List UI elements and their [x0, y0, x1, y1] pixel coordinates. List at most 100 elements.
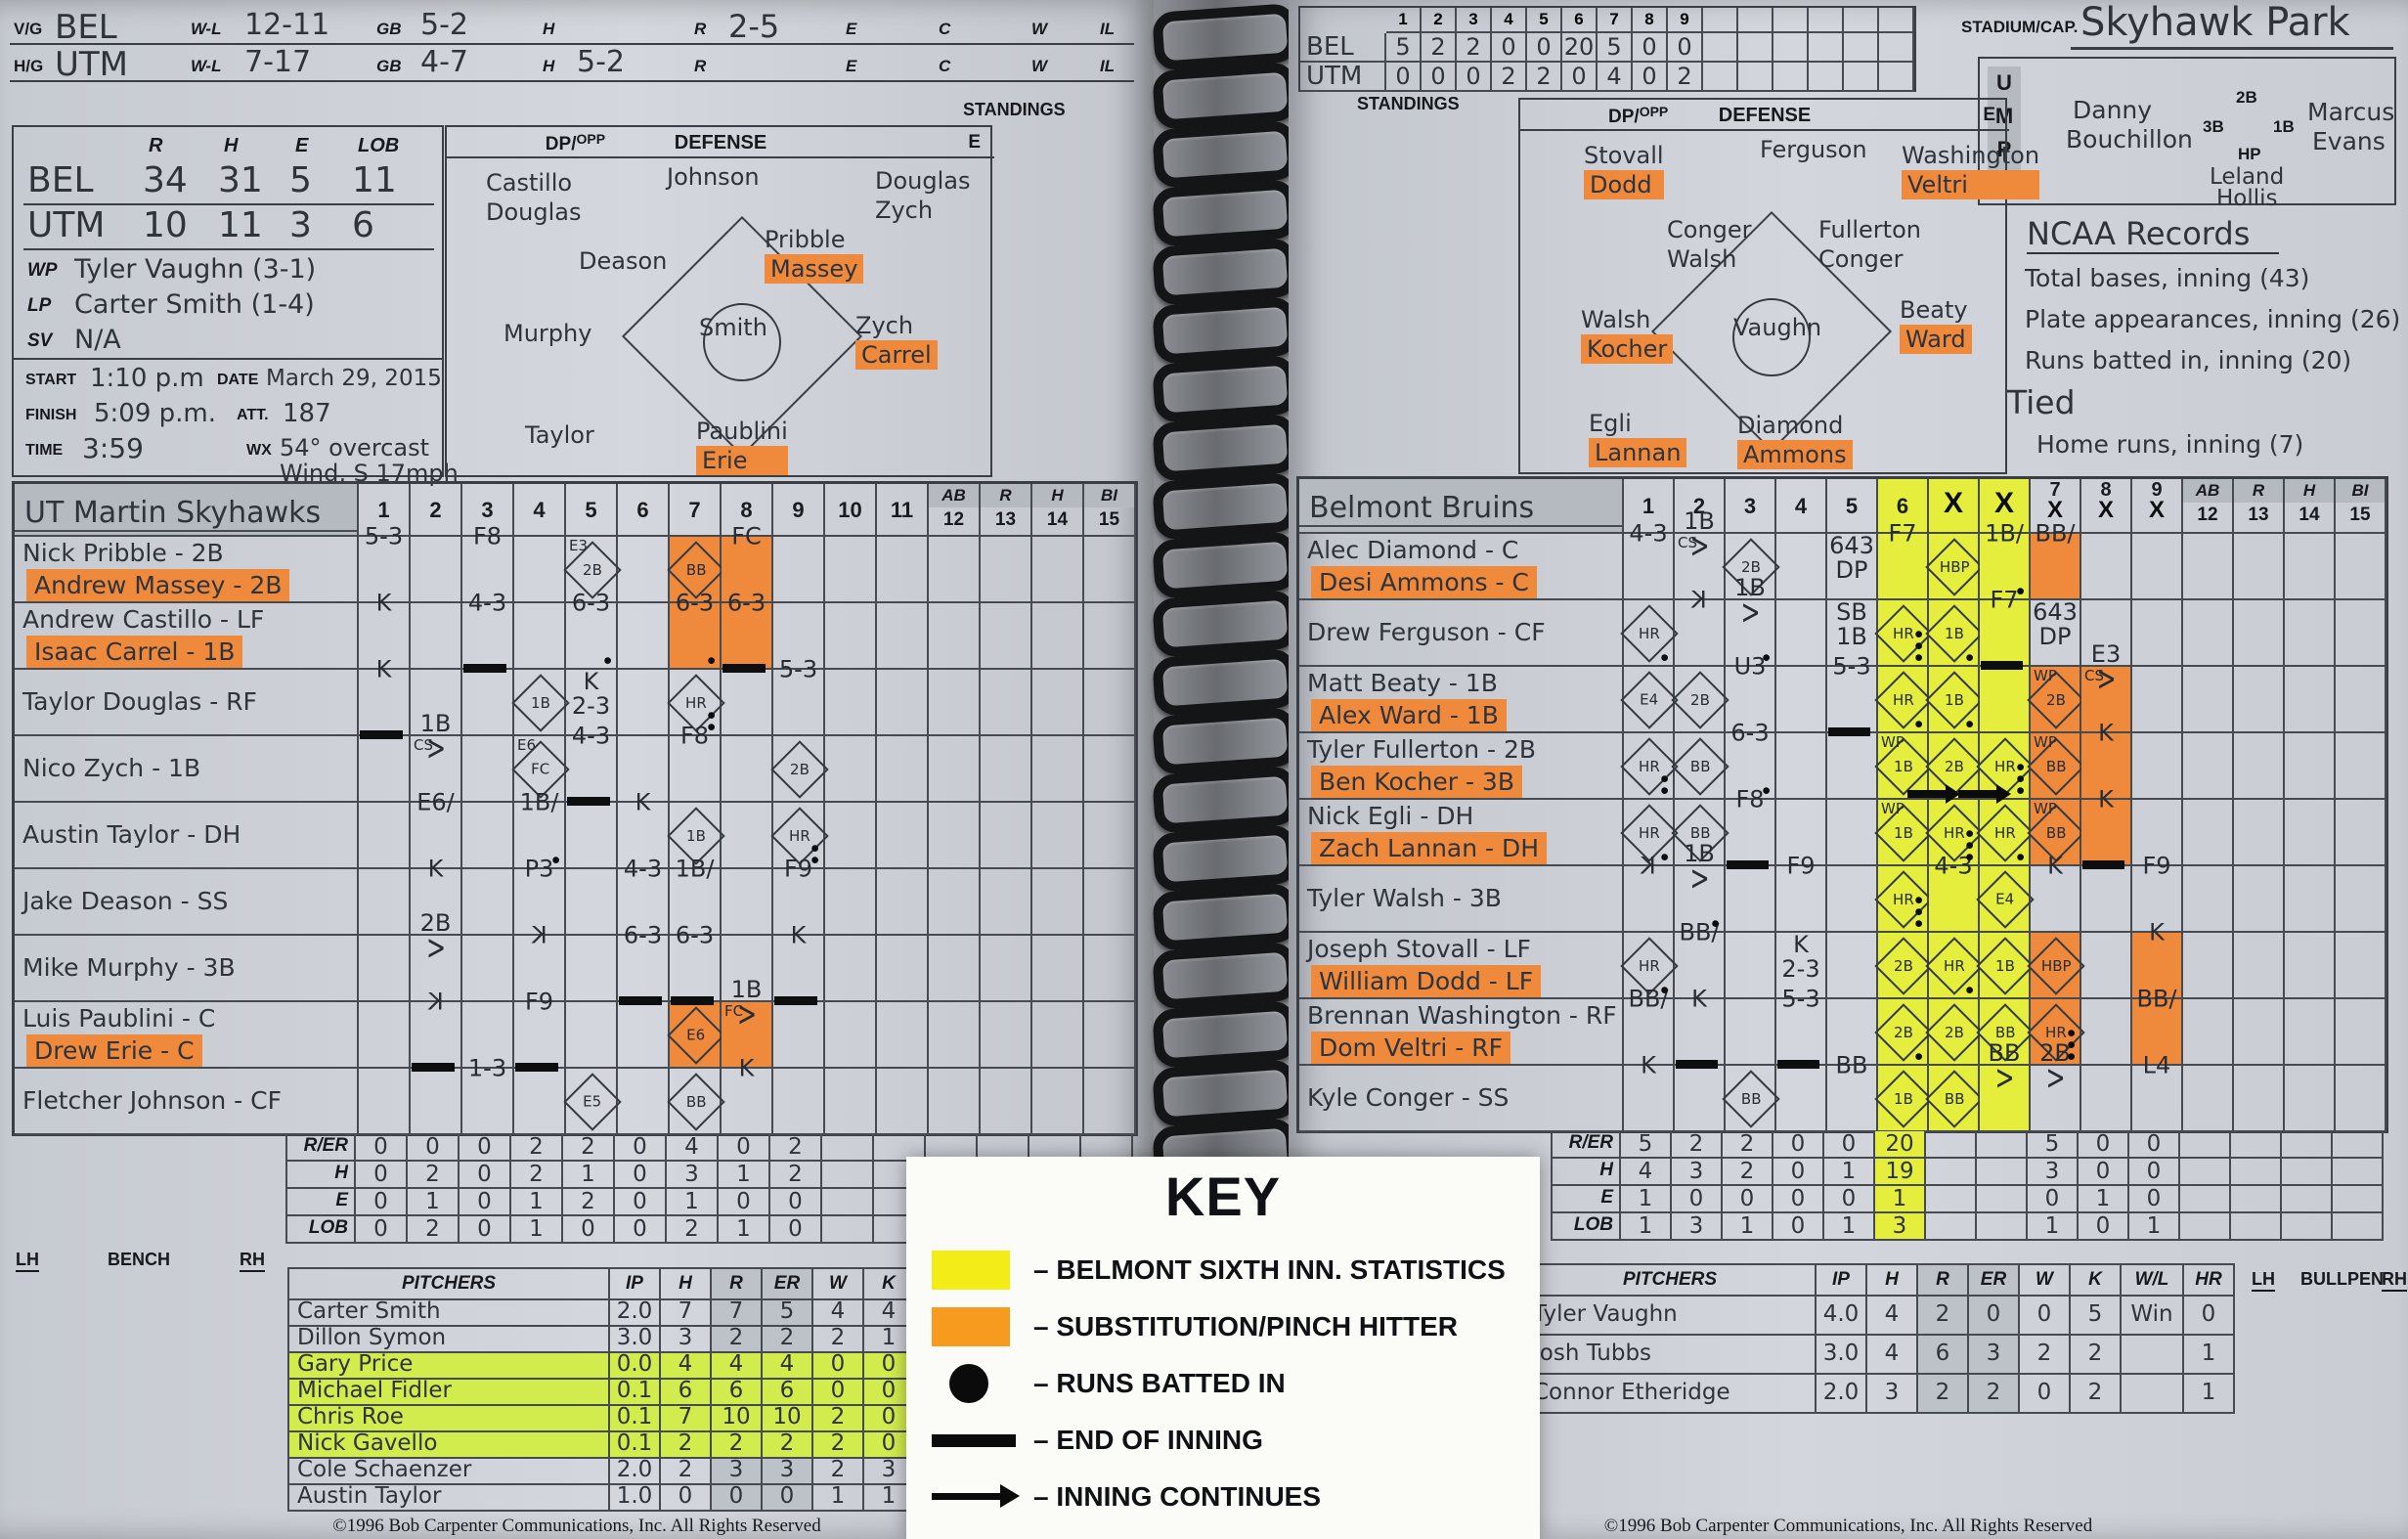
pitcher-cell: 2 — [712, 1432, 763, 1459]
pitcher-cell: 1 — [2184, 1336, 2235, 1375]
totals-cell — [2180, 1186, 2231, 1213]
linescore-inning-header: 7 — [1598, 8, 1633, 33]
totals-value: 0 — [788, 1216, 803, 1242]
defense-pos-rf: Washington Veltri — [1902, 141, 2040, 199]
inning-header: 2 — [411, 484, 462, 537]
end-of-inning-bar — [671, 996, 714, 1005]
score-cell — [2336, 800, 2386, 866]
totals-cell: 2 — [408, 1216, 460, 1244]
linescore-cell: 0 — [1633, 63, 1668, 92]
rbi-dots: • — [1762, 777, 1771, 805]
bench-label: BENCH — [108, 1250, 171, 1269]
batter-name: Austin Taylor - DH — [22, 820, 241, 849]
linescore-cell — [1773, 33, 1809, 63]
totals-cell: 1 — [2079, 1186, 2129, 1213]
pitcher-value: 2 — [830, 1459, 846, 1481]
linescore-inning-header — [1773, 8, 1809, 33]
box-time-label: TIME — [25, 442, 64, 459]
score-cell — [722, 869, 773, 936]
totals-value: 20 — [1885, 1131, 1914, 1157]
defense-pos-c: Paublini Erie — [696, 417, 788, 475]
end-of-inning-bar — [1676, 1060, 1718, 1069]
score-cell — [1084, 1069, 1136, 1135]
defense-player-name: Ammons — [1737, 440, 1853, 469]
totals-cell: 0 — [408, 1134, 460, 1162]
pitcher-value: 0 — [728, 1485, 744, 1508]
score-cell — [1032, 936, 1084, 1002]
pitcher-value: 1 — [2201, 1380, 2216, 1405]
box-finish: 5:09 p.m. — [94, 399, 217, 428]
score-cell: F8 — [1726, 787, 1776, 869]
pitcher-value: Cole Schaenzer — [297, 1459, 472, 1481]
totals-cell: 0 — [1773, 1131, 1824, 1159]
pitcher-cell: 5 — [2071, 1297, 2122, 1336]
linescore-value: 0 — [1571, 63, 1587, 90]
totals-cell: 0 — [2079, 1131, 2129, 1159]
cell-text: FC — [731, 522, 762, 550]
cell-text: K — [790, 921, 807, 949]
totals-cell: 5 — [1621, 1131, 1672, 1159]
score-cell: 5-3 — [773, 657, 825, 736]
totals-value: 0 — [1841, 1186, 1857, 1211]
stat-col-number: 13 — [2248, 505, 2269, 525]
score-cell: 2B — [769, 736, 829, 803]
score-cell — [514, 537, 566, 603]
score-cell — [2336, 1066, 2386, 1132]
batter-name-cell: Nick Pribble - 2B Andrew Massey - 2B — [15, 537, 359, 603]
pitcher-value: 5 — [2087, 1301, 2103, 1327]
score-cell — [359, 1002, 411, 1069]
key-entry-label: – SUBSTITUTION/PINCH HITTER — [1033, 1311, 1459, 1341]
defense-player-name: Diamond — [1737, 412, 1844, 439]
linescore-inning-header: 8 — [1633, 8, 1668, 33]
score-cell — [2081, 999, 2132, 1066]
score-cell: F7 — [1878, 521, 1929, 600]
linescore-team-name: UTM — [1306, 62, 1363, 91]
box-sv_l: SV — [27, 330, 53, 351]
defense-player-name: Pribble — [765, 226, 846, 253]
totals-cell — [2282, 1159, 2333, 1186]
defense-player-name: Kocher — [1581, 334, 1674, 364]
dp-opp-label: DP/OPP — [545, 131, 606, 154]
binding-ring — [1152, 647, 1298, 718]
pitcher-value: 2 — [1986, 1380, 2001, 1405]
score-cell: HR • • • — [1874, 600, 1933, 671]
pitcher-cell: 4 — [1867, 1297, 1918, 1336]
linescore-cell: 0 — [1422, 63, 1457, 92]
pitcher-value: 3.0 — [1822, 1341, 1860, 1366]
cell-text: 1B> — [419, 710, 452, 769]
linescore-inning-header — [1703, 8, 1738, 33]
pitcher-value: 10 — [772, 1406, 802, 1429]
pitchers-header-label: ER — [773, 1273, 801, 1294]
score-cell — [877, 537, 929, 603]
score-cell: K — [1675, 587, 1726, 667]
totals-value: 0 — [373, 1216, 388, 1242]
pitchers-header-label: IP — [626, 1273, 643, 1294]
score-cell — [2132, 667, 2183, 733]
cell-text: 4-3 — [623, 855, 663, 883]
cell-text: BB> — [1988, 1039, 2021, 1098]
score-cell — [1827, 866, 1878, 933]
inning-header: 2 — [1675, 479, 1726, 534]
score-cell: 5-3 — [359, 524, 411, 603]
diamond-mark: 1B — [1874, 1070, 1933, 1128]
left-footer: ©1996 Bob Carpenter Communications, Inc.… — [332, 1516, 821, 1536]
score-cell: HBP — [1925, 534, 1984, 600]
totals-cell: 0 — [719, 1134, 770, 1162]
pitcher-value: 0 — [2036, 1380, 2052, 1405]
score-cell: K — [1624, 1053, 1675, 1132]
score-cell — [2234, 534, 2285, 600]
totals-cell — [1977, 1131, 2028, 1159]
score-cell — [773, 1002, 825, 1069]
linescore-cell: 20 — [1562, 33, 1598, 63]
score-cell: K — [514, 922, 566, 1002]
score-cell: K — [1675, 987, 1726, 1069]
totals-cell: 0 — [1773, 1213, 1824, 1241]
totals-cell: 1 — [563, 1162, 615, 1189]
box-start-label: START — [25, 372, 77, 388]
ump-name-1b: Bouchillon — [2066, 125, 2193, 154]
totals-cell — [2231, 1131, 2282, 1159]
totals-value: 0 — [373, 1189, 388, 1214]
pitcher-value: Tyler Vaughn — [1533, 1301, 1678, 1327]
box-col-H: H — [224, 135, 239, 156]
pitcher-cell: 2 — [712, 1327, 763, 1353]
